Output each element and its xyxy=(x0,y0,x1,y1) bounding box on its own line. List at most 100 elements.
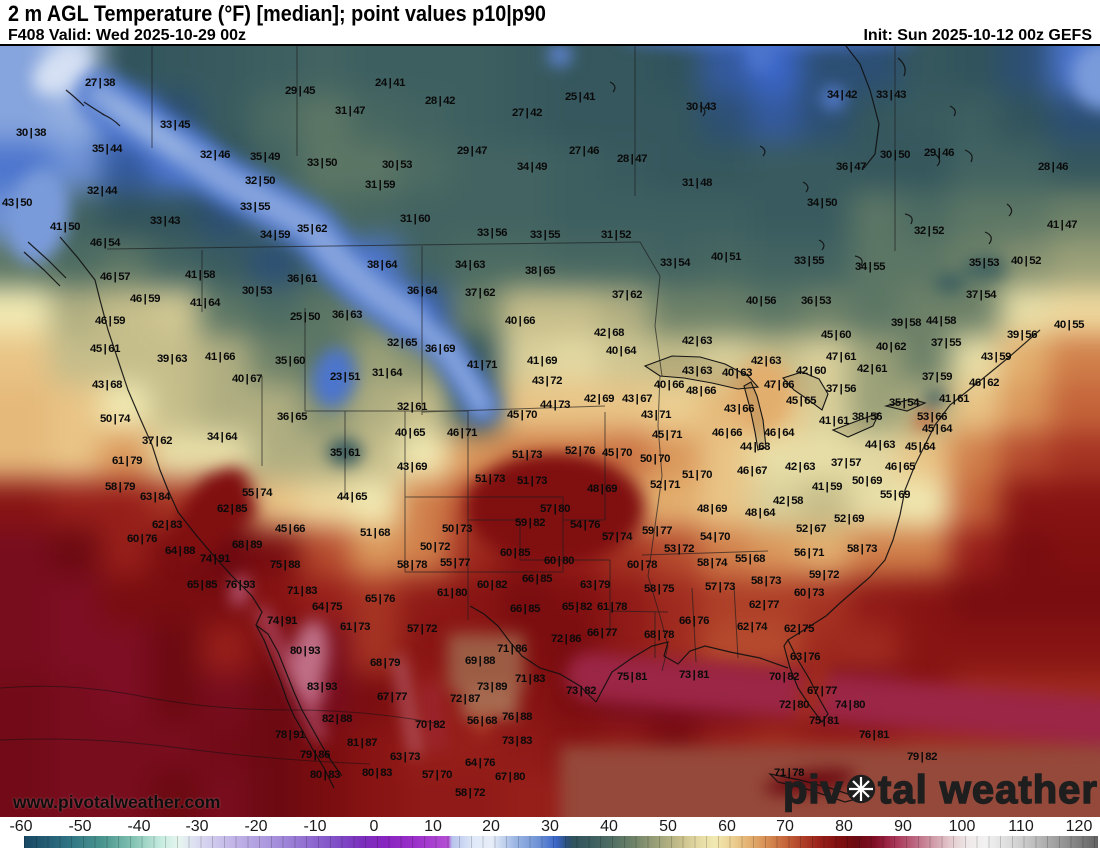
svg-text:50 | 72: 50 | 72 xyxy=(420,541,450,553)
svg-text:80 | 83: 80 | 83 xyxy=(310,769,340,781)
svg-text:46 | 57: 46 | 57 xyxy=(100,271,130,283)
svg-text:65 | 82: 65 | 82 xyxy=(562,601,592,613)
svg-text:34 | 49: 34 | 49 xyxy=(517,161,547,173)
svg-text:62 | 83: 62 | 83 xyxy=(152,519,182,531)
svg-text:55 | 77: 55 | 77 xyxy=(440,557,470,569)
svg-text:54 | 70: 54 | 70 xyxy=(700,531,730,543)
svg-text:30 | 53: 30 | 53 xyxy=(242,285,272,297)
svg-text:31 | 47: 31 | 47 xyxy=(335,105,365,117)
svg-text:31 | 48: 31 | 48 xyxy=(682,177,712,189)
svg-text:46 | 71: 46 | 71 xyxy=(447,427,478,439)
svg-text:31 | 59: 31 | 59 xyxy=(365,179,395,191)
svg-text:35 | 49: 35 | 49 xyxy=(250,151,280,163)
svg-text:40 | 55: 40 | 55 xyxy=(1054,319,1085,331)
svg-text:67 | 77: 67 | 77 xyxy=(377,691,407,703)
svg-text:55 | 68: 55 | 68 xyxy=(735,553,765,565)
svg-text:37 | 55: 37 | 55 xyxy=(931,337,962,349)
svg-text:79 | 82: 79 | 82 xyxy=(907,751,937,763)
svg-text:66 | 76: 66 | 76 xyxy=(679,615,709,627)
svg-text:40 | 56: 40 | 56 xyxy=(746,295,776,307)
svg-text:41 | 66: 41 | 66 xyxy=(205,351,235,363)
svg-text:29 | 47: 29 | 47 xyxy=(457,145,487,157)
svg-text:43 | 59: 43 | 59 xyxy=(981,351,1011,363)
svg-text:36 | 69: 36 | 69 xyxy=(425,343,455,355)
svg-text:33 | 55: 33 | 55 xyxy=(240,201,271,213)
svg-text:62 | 75: 62 | 75 xyxy=(784,623,815,635)
svg-text:74 | 80: 74 | 80 xyxy=(835,699,865,711)
svg-text:57 | 74: 57 | 74 xyxy=(602,531,633,543)
svg-text:45 | 66: 45 | 66 xyxy=(275,523,305,535)
svg-text:38 | 65: 38 | 65 xyxy=(525,265,556,277)
svg-text:46 | 67: 46 | 67 xyxy=(737,465,767,477)
svg-text:53 | 66: 53 | 66 xyxy=(917,411,947,423)
svg-text:69 | 88: 69 | 88 xyxy=(465,655,495,667)
svg-text:40 | 52: 40 | 52 xyxy=(1011,255,1041,267)
svg-text:52 | 71: 52 | 71 xyxy=(650,479,681,491)
svg-text:80 | 93: 80 | 93 xyxy=(290,645,320,657)
svg-text:75 | 81: 75 | 81 xyxy=(617,671,648,683)
svg-text:45 | 65: 45 | 65 xyxy=(786,395,817,407)
svg-text:58 | 72: 58 | 72 xyxy=(455,787,485,799)
svg-text:63 | 84: 63 | 84 xyxy=(140,491,171,503)
svg-text:44 | 73: 44 | 73 xyxy=(540,399,570,411)
svg-text:73 | 81: 73 | 81 xyxy=(679,669,710,681)
svg-text:48 | 69: 48 | 69 xyxy=(697,503,727,515)
svg-text:38 | 64: 38 | 64 xyxy=(367,259,398,271)
svg-text:55 | 69: 55 | 69 xyxy=(880,489,910,501)
svg-text:76 | 88: 76 | 88 xyxy=(502,711,532,723)
svg-text:40 | 67: 40 | 67 xyxy=(232,373,262,385)
svg-text:72 | 86: 72 | 86 xyxy=(551,633,581,645)
svg-text:42 | 68: 42 | 68 xyxy=(594,327,624,339)
svg-text:41 | 61: 41 | 61 xyxy=(819,415,850,427)
svg-text:45 | 61: 45 | 61 xyxy=(90,343,121,355)
svg-text:40 | 62: 40 | 62 xyxy=(876,341,906,353)
svg-text:61 | 73: 61 | 73 xyxy=(340,621,370,633)
svg-text:46 | 59: 46 | 59 xyxy=(95,315,125,327)
svg-text:66 | 77: 66 | 77 xyxy=(587,627,617,639)
svg-text:42 | 60: 42 | 60 xyxy=(796,365,826,377)
svg-text:47 | 61: 47 | 61 xyxy=(826,351,857,363)
svg-text:59 | 82: 59 | 82 xyxy=(515,517,545,529)
svg-text:53 | 72: 53 | 72 xyxy=(664,543,694,555)
svg-text:73 | 89: 73 | 89 xyxy=(477,681,507,693)
svg-text:35 | 54: 35 | 54 xyxy=(889,397,920,409)
svg-text:35 | 61: 35 | 61 xyxy=(330,447,361,459)
svg-text:45 | 60: 45 | 60 xyxy=(821,329,851,341)
svg-text:33 | 55: 33 | 55 xyxy=(794,255,825,267)
svg-text:56 | 71: 56 | 71 xyxy=(794,547,825,559)
svg-text:31 | 52: 31 | 52 xyxy=(601,229,631,241)
svg-text:36 | 53: 36 | 53 xyxy=(801,295,831,307)
svg-text:75 | 88: 75 | 88 xyxy=(270,559,300,571)
svg-text:30 | 38: 30 | 38 xyxy=(16,127,46,139)
svg-text:25 | 41: 25 | 41 xyxy=(565,91,596,103)
svg-text:61 | 80: 61 | 80 xyxy=(437,587,467,599)
svg-text:36 | 61: 36 | 61 xyxy=(287,273,318,285)
svg-text:36 | 63: 36 | 63 xyxy=(332,309,362,321)
svg-text:33 | 55: 33 | 55 xyxy=(530,229,561,241)
svg-text:40 | 63: 40 | 63 xyxy=(722,367,752,379)
svg-text:52 | 76: 52 | 76 xyxy=(565,445,595,457)
svg-text:46 | 59: 46 | 59 xyxy=(130,293,160,305)
svg-text:37 | 59: 37 | 59 xyxy=(922,371,952,383)
svg-text:40 | 66: 40 | 66 xyxy=(505,315,535,327)
svg-text:27 | 46: 27 | 46 xyxy=(569,145,599,157)
svg-text:36 | 64: 36 | 64 xyxy=(407,285,438,297)
svg-text:33 | 45: 33 | 45 xyxy=(160,119,191,131)
svg-text:42 | 63: 42 | 63 xyxy=(751,355,781,367)
svg-text:60 | 82: 60 | 82 xyxy=(477,579,507,591)
svg-text:46 | 62: 46 | 62 xyxy=(969,377,999,389)
svg-text:41 | 71: 41 | 71 xyxy=(467,359,498,371)
svg-text:45 | 71: 45 | 71 xyxy=(652,429,683,441)
svg-text:71 | 78: 71 | 78 xyxy=(774,767,804,779)
svg-text:83 | 93: 83 | 93 xyxy=(307,681,337,693)
svg-text:73 | 83: 73 | 83 xyxy=(502,735,532,747)
svg-text:67 | 80: 67 | 80 xyxy=(495,771,525,783)
svg-text:37 | 56: 37 | 56 xyxy=(826,383,856,395)
svg-text:34 | 64: 34 | 64 xyxy=(207,431,238,443)
svg-text:31 | 60: 31 | 60 xyxy=(400,213,430,225)
svg-text:51 | 73: 51 | 73 xyxy=(512,449,542,461)
svg-text:81 | 87: 81 | 87 xyxy=(347,737,377,749)
svg-text:28 | 46: 28 | 46 xyxy=(1038,161,1068,173)
svg-text:42 | 63: 42 | 63 xyxy=(682,335,712,347)
svg-text:64 | 88: 64 | 88 xyxy=(165,545,195,557)
